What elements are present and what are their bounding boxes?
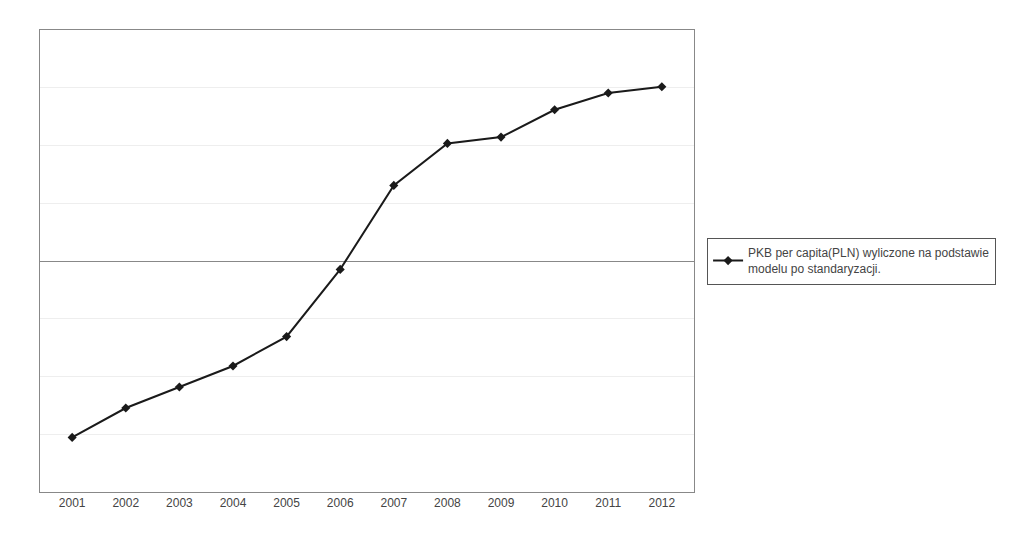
svg-text:2005: 2005 bbox=[273, 496, 300, 510]
svg-text:2012: 2012 bbox=[648, 496, 675, 510]
svg-text:2007: 2007 bbox=[380, 496, 407, 510]
svg-text:2010: 2010 bbox=[541, 496, 568, 510]
svg-text:2004: 2004 bbox=[220, 496, 247, 510]
svg-text:2006: 2006 bbox=[327, 496, 354, 510]
svg-text:2009: 2009 bbox=[488, 496, 515, 510]
svg-text:2003: 2003 bbox=[166, 496, 193, 510]
svg-text:PKB per capita(PLN) wyliczone: PKB per capita(PLN) wyliczone na podstaw… bbox=[748, 246, 989, 276]
svg-text:2001: 2001 bbox=[59, 496, 86, 510]
svg-text:2011: 2011 bbox=[595, 496, 621, 510]
svg-text:2008: 2008 bbox=[434, 496, 461, 510]
svg-text:2002: 2002 bbox=[112, 496, 139, 510]
